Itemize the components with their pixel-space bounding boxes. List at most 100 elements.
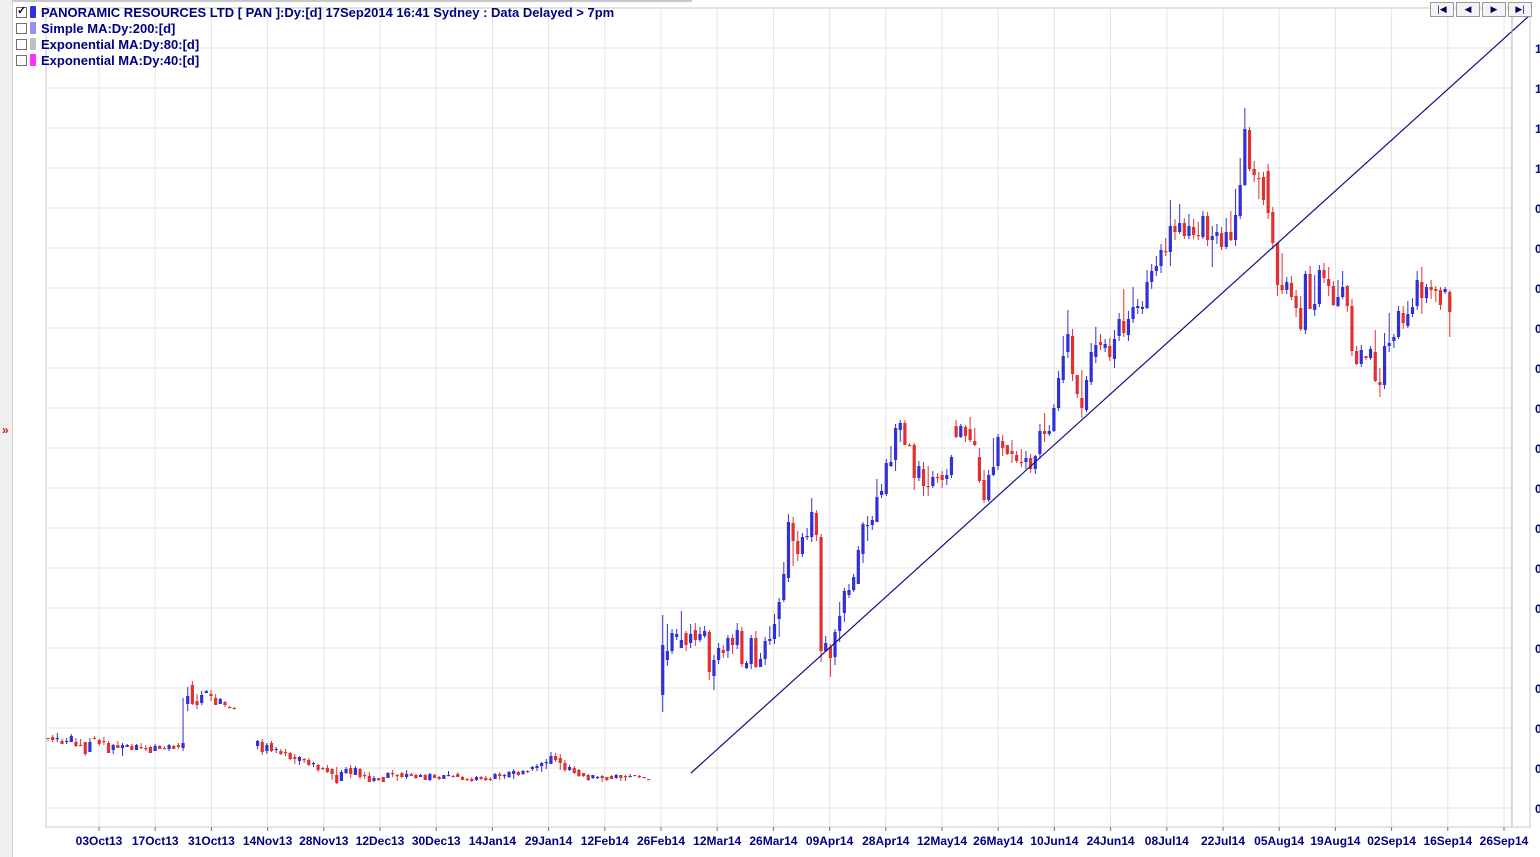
candle-body	[288, 753, 292, 759]
candle	[814, 510, 819, 541]
legend-item[interactable]: Exponential MA:Dy:40:[d]	[16, 52, 614, 68]
candle-body	[195, 701, 199, 705]
candle	[526, 770, 530, 773]
candle-body	[735, 630, 739, 645]
y-tick-label: 0	[1535, 442, 1540, 456]
trendline[interactable]	[690, 14, 1531, 774]
candle-body	[1159, 250, 1163, 266]
candle-body	[148, 747, 153, 753]
candle	[977, 448, 981, 483]
candle-body	[526, 771, 530, 773]
candle-body	[451, 776, 455, 778]
candle-body	[512, 771, 516, 774]
candle-body	[1257, 178, 1261, 180]
legend-item[interactable]: Simple MA:Dy:200:[d]	[16, 20, 614, 36]
legend-item[interactable]: Exponential MA:Dy:80:[d]	[16, 36, 614, 52]
legend-item[interactable]: PANORAMIC RESOURCES LTD [ PAN ]:Dy:[d] 1…	[16, 4, 614, 20]
candle-body	[162, 748, 167, 750]
candle-body	[744, 663, 749, 668]
candle-body	[409, 774, 413, 776]
candle-body	[139, 747, 143, 749]
candle	[311, 762, 316, 767]
candle	[55, 733, 59, 742]
candle-body	[1350, 306, 1354, 351]
candle-body	[228, 707, 232, 709]
candle-body	[144, 748, 148, 750]
legend-checkbox[interactable]	[16, 54, 27, 66]
candle-body	[721, 650, 725, 653]
legend-checkbox[interactable]	[16, 4, 27, 18]
candle-body	[1192, 227, 1196, 235]
candle	[158, 745, 162, 749]
candle-body	[549, 756, 553, 764]
x-tick-label: 26May14	[973, 834, 1023, 848]
candle	[321, 767, 325, 770]
candle	[456, 772, 460, 777]
candle-body	[1210, 236, 1214, 240]
candle	[563, 760, 567, 772]
candle-body	[209, 694, 213, 696]
candle	[554, 753, 558, 762]
candle-body	[102, 741, 106, 743]
candle	[684, 631, 688, 651]
candle	[959, 424, 963, 438]
candle	[1373, 330, 1377, 382]
candle	[446, 771, 451, 777]
x-tick-label: 31Oct13	[188, 834, 235, 848]
legend-checkbox[interactable]	[16, 38, 27, 50]
candle	[325, 765, 330, 773]
candle-body	[796, 541, 800, 554]
candle-body	[554, 756, 558, 760]
candle	[1038, 424, 1042, 459]
candle-body	[581, 773, 586, 776]
candle	[768, 626, 772, 645]
next-icon[interactable]: ▶	[1482, 2, 1506, 17]
candle	[1205, 212, 1210, 246]
candle-body	[637, 776, 642, 778]
candle-body	[293, 757, 297, 759]
candle-body	[595, 777, 600, 779]
candle-body	[814, 513, 819, 535]
last-icon[interactable]: ▶|	[1508, 2, 1532, 17]
candle-body	[116, 745, 120, 748]
candle-body	[1271, 212, 1275, 243]
expand-marker-icon[interactable]: »	[2, 423, 9, 437]
candle-body	[1164, 251, 1168, 253]
candle	[586, 774, 590, 781]
top-scrollbar[interactable]	[12, 0, 692, 2]
candle	[633, 775, 637, 777]
candle	[786, 514, 791, 582]
candle	[1434, 286, 1438, 302]
candle-body	[782, 574, 786, 600]
candle-body	[740, 631, 744, 664]
candle	[1150, 264, 1154, 289]
y-tick-label: 0	[1535, 282, 1540, 296]
candle	[940, 471, 944, 488]
candle	[106, 741, 111, 753]
candle	[1042, 413, 1047, 442]
candle	[973, 428, 977, 446]
candle-body	[1410, 307, 1415, 314]
candle	[1164, 238, 1168, 256]
candle	[1443, 287, 1447, 294]
candle-body	[884, 463, 888, 494]
candle-body	[1229, 232, 1233, 240]
candle-body	[684, 633, 688, 645]
candle-body	[167, 745, 171, 749]
candle-body	[1084, 380, 1089, 410]
candle-body	[111, 745, 115, 750]
candle	[647, 779, 651, 781]
prev-icon[interactable]: ◀	[1456, 2, 1480, 17]
candle-body	[712, 660, 716, 676]
candle-body	[432, 775, 437, 778]
candle-body	[838, 616, 842, 631]
trendline-layer	[690, 14, 1531, 774]
candle-body	[1275, 243, 1280, 285]
first-icon[interactable]: |◀	[1430, 2, 1454, 17]
candle-body	[1182, 223, 1186, 236]
candle	[228, 706, 232, 709]
candle	[274, 747, 278, 753]
candle-body	[1406, 314, 1410, 326]
legend-checkbox[interactable]	[16, 22, 27, 34]
candle	[1084, 376, 1089, 412]
